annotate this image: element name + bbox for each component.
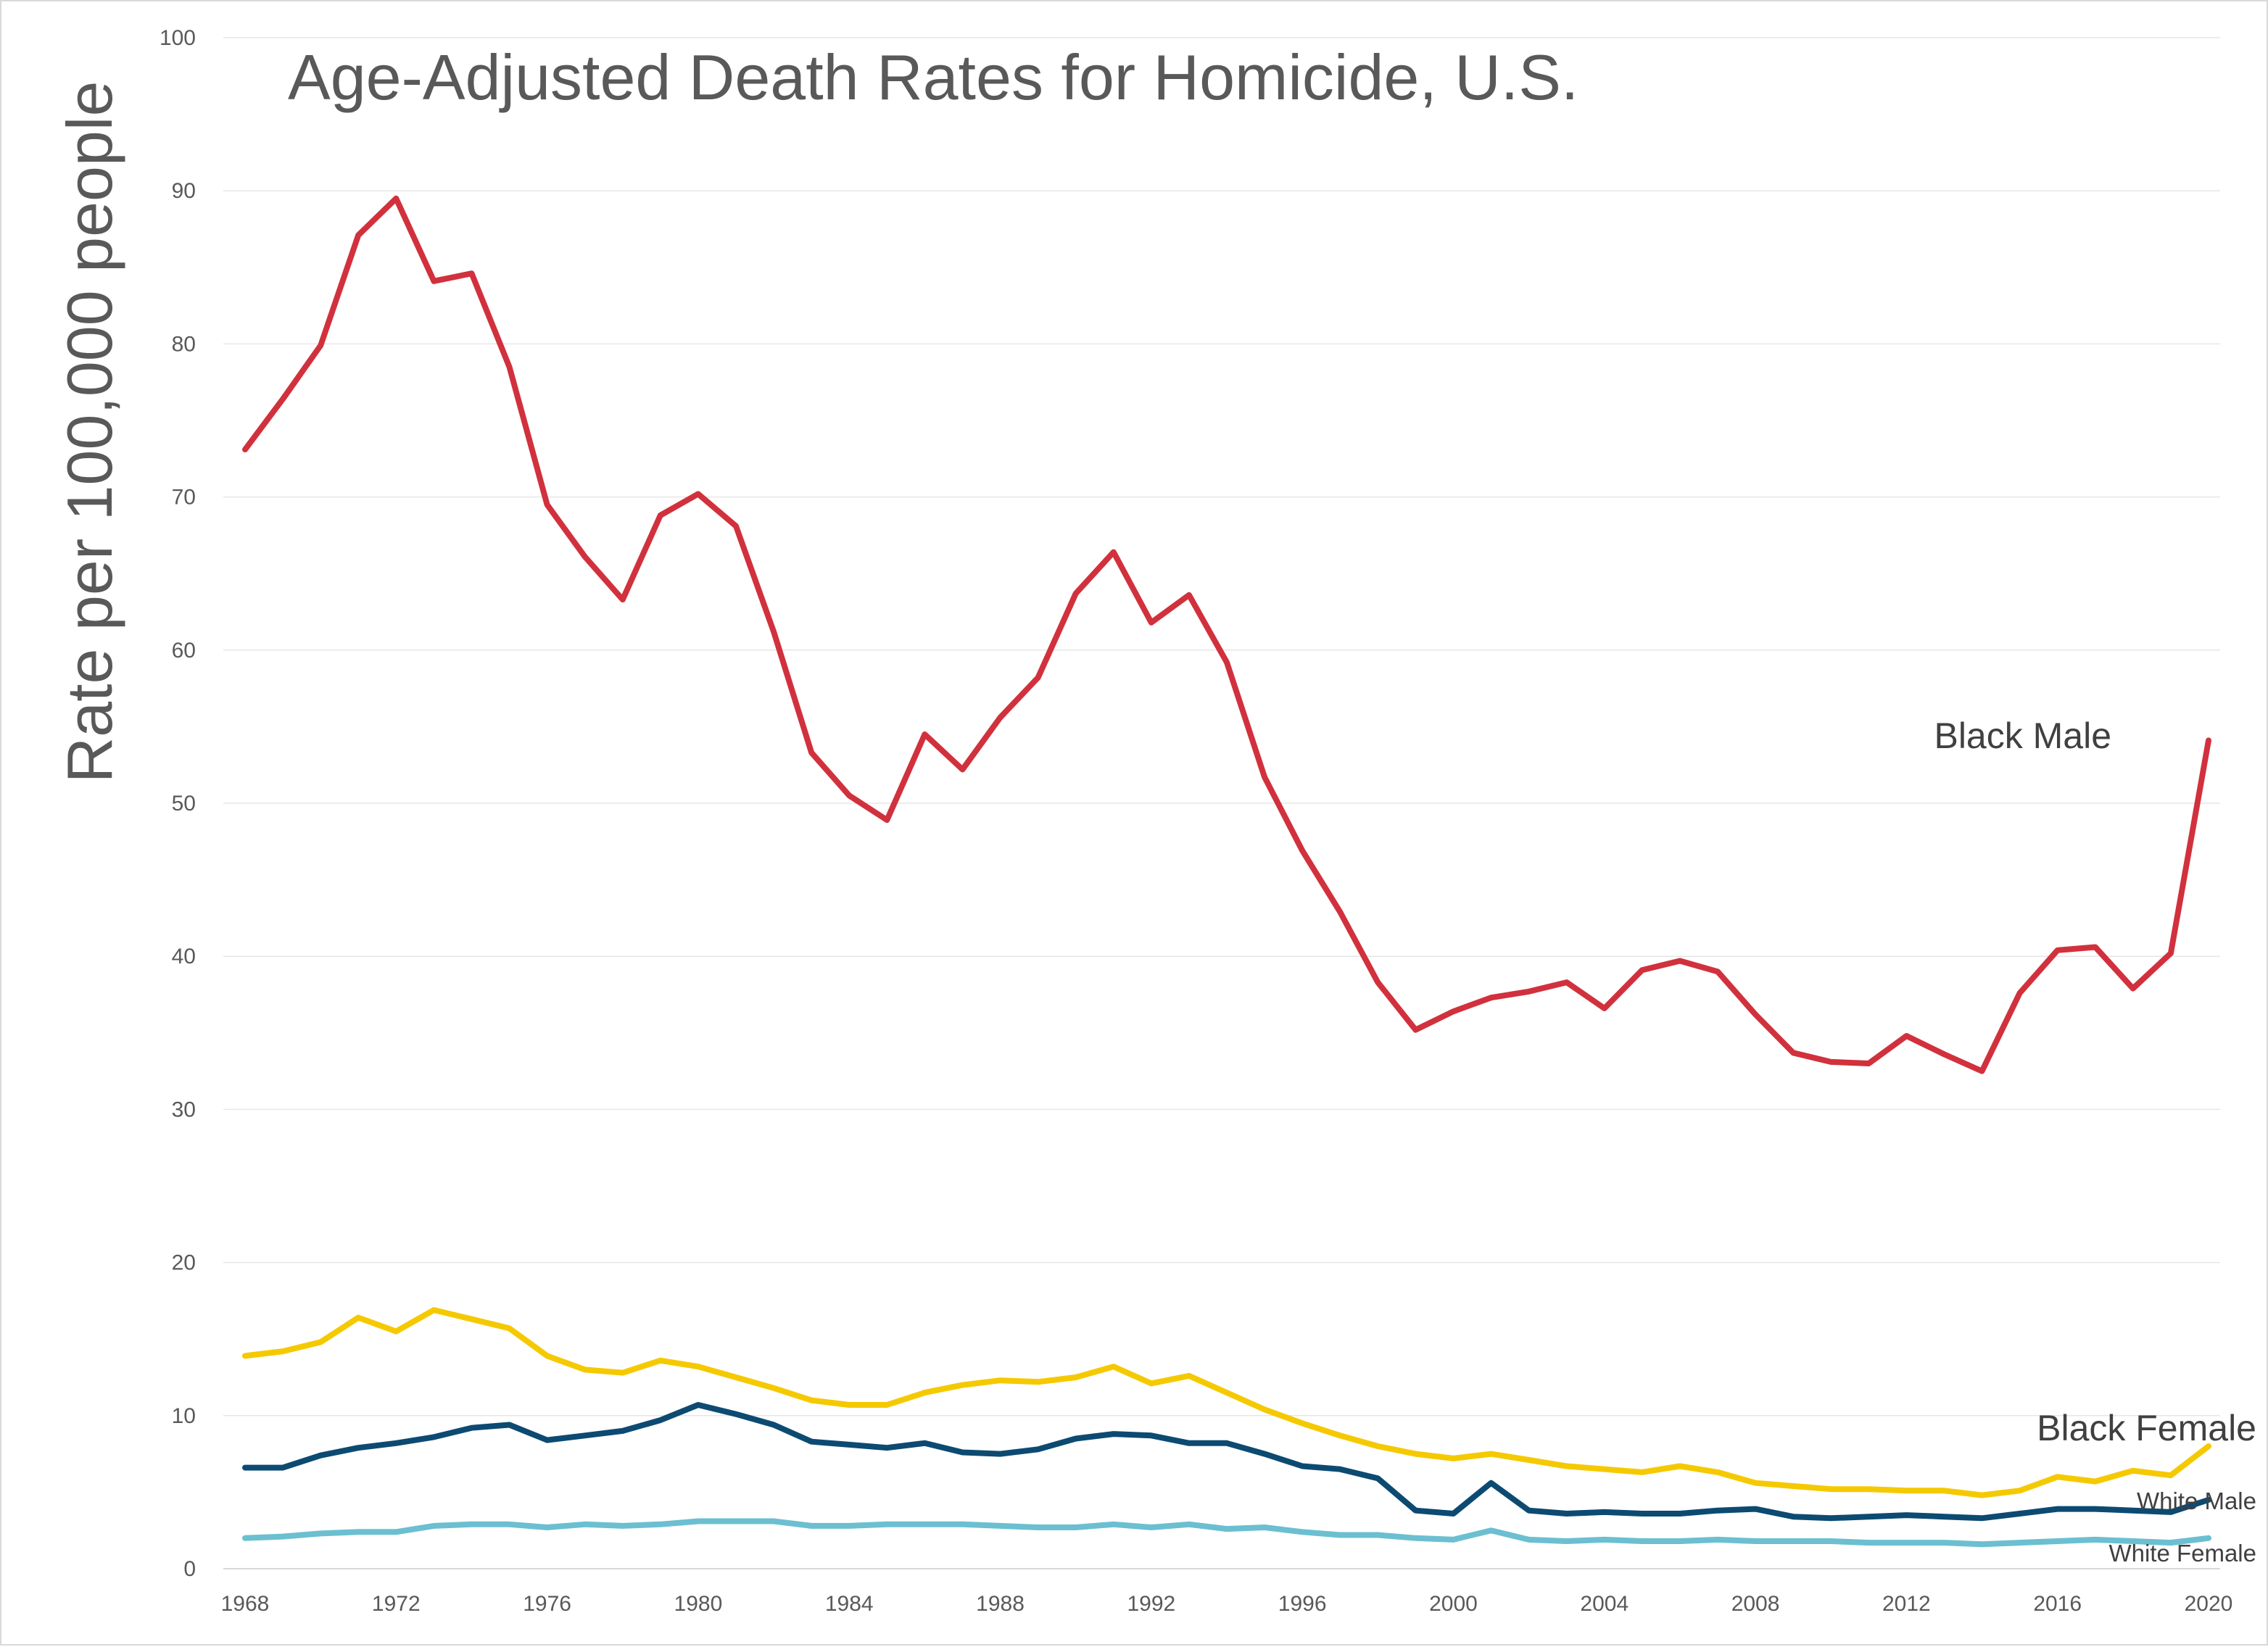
- series-label-black-female: Black Female: [2037, 1408, 2256, 1448]
- y-tick-label-20: 20: [172, 1251, 196, 1275]
- y-tick-label-70: 70: [172, 486, 196, 510]
- x-tick-label-2012: 2012: [1882, 1592, 1931, 1616]
- x-axis-tick-labels: 1968 1972 1976 1980 1984 1988 1992 1996 2000 2004…: [221, 1592, 2233, 1616]
- series-label-white-male: White Male: [2137, 1488, 2256, 1514]
- series-labels: Black Male Black Female White Male White Fe…: [1934, 715, 2256, 1567]
- y-tick-label-60: 60: [172, 639, 196, 663]
- y-tick-label-90: 90: [172, 179, 196, 203]
- x-tick-label-2016: 2016: [2033, 1592, 2082, 1616]
- y-tick-label-30: 30: [172, 1098, 196, 1121]
- y-tick-label-10: 10: [172, 1404, 196, 1428]
- series-line-black-female: [242, 1307, 2211, 1498]
- y-tick-label-80: 80: [172, 332, 196, 356]
- x-tick-label-1980: 1980: [674, 1592, 723, 1616]
- y-tick-label-100: 100: [160, 26, 196, 50]
- x-tick-label-2004: 2004: [1580, 1592, 1628, 1616]
- x-tick-label-2020: 2020: [2185, 1592, 2233, 1616]
- gridlines: [223, 37, 2220, 1569]
- chart-title: Age-Adjusted Death Rates for Homicide, U…: [288, 41, 1578, 113]
- x-tick-label-1996: 1996: [1278, 1592, 1327, 1616]
- y-tick-label-50: 50: [172, 792, 196, 816]
- series-line-white-female: [242, 1518, 2211, 1548]
- y-axis-tick-labels: 0 10 20 30 40 50 60 70 80 90 100: [160, 26, 196, 1581]
- x-tick-label-1984: 1984: [825, 1592, 874, 1616]
- y-axis-label: Rate per 100,000 people: [54, 81, 125, 784]
- series-line-black-male: [242, 195, 2211, 1074]
- x-tick-label-1972: 1972: [372, 1592, 421, 1616]
- series-line-white-male: [242, 1402, 2211, 1522]
- series-lines: [242, 195, 2211, 1548]
- x-tick-label-1988: 1988: [976, 1592, 1025, 1616]
- series-label-white-female: White Female: [2108, 1540, 2256, 1567]
- x-tick-label-1976: 1976: [523, 1592, 571, 1616]
- series-label-black-male: Black Male: [1934, 715, 2111, 756]
- x-tick-label-2008: 2008: [1731, 1592, 1780, 1616]
- x-tick-label-1992: 1992: [1127, 1592, 1175, 1616]
- x-tick-label-2000: 2000: [1429, 1592, 1478, 1616]
- y-tick-label-40: 40: [172, 945, 196, 968]
- y-tick-label-0: 0: [183, 1557, 196, 1581]
- x-tick-label-1968: 1968: [221, 1592, 270, 1616]
